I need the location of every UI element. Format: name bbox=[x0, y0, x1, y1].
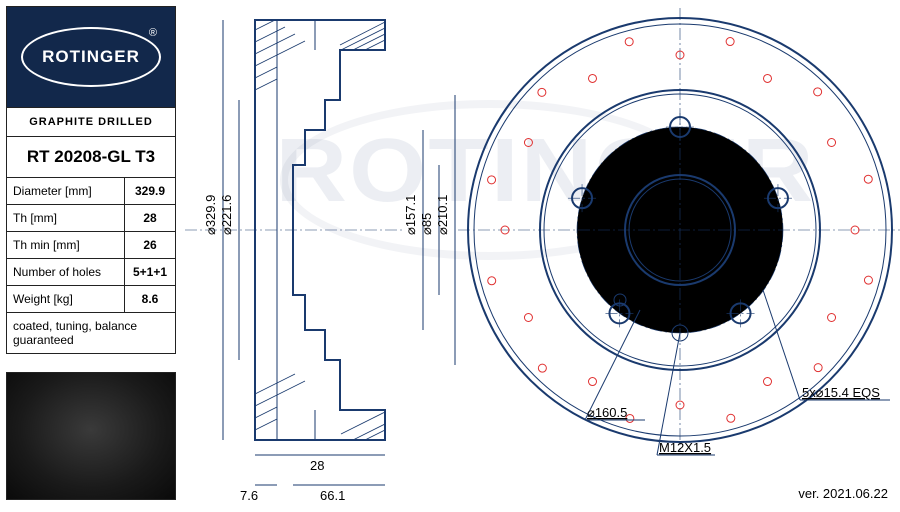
svg-text:⌀157.1: ⌀157.1 bbox=[403, 195, 418, 235]
version-label: ver. 2021.06.22 bbox=[798, 486, 888, 501]
technical-drawing: ⌀329.9 ⌀221.6 ⌀157.1 ⌀85 ⌀210.1 28 7.6 6… bbox=[185, 0, 900, 507]
svg-text:⌀85: ⌀85 bbox=[419, 213, 434, 235]
spec-value: 5+1+1 bbox=[125, 259, 175, 285]
spec-value: 26 bbox=[125, 232, 175, 258]
svg-text:5x⌀15.4 EQS: 5x⌀15.4 EQS bbox=[802, 385, 880, 400]
spec-label: Th [mm] bbox=[7, 205, 125, 231]
spec-row: Th [mm]28 bbox=[7, 204, 175, 231]
svg-text:7.6: 7.6 bbox=[240, 488, 258, 503]
registered-icon: ® bbox=[149, 27, 157, 39]
svg-text:M12X1.5: M12X1.5 bbox=[659, 440, 711, 455]
spec-value: 329.9 bbox=[125, 178, 175, 204]
spec-row: Weight [kg]8.6 bbox=[7, 285, 175, 312]
svg-text:⌀210.1: ⌀210.1 bbox=[435, 195, 450, 235]
product-note: coated, tuning, balance guaranteed bbox=[7, 312, 175, 353]
svg-text:⌀160.5: ⌀160.5 bbox=[587, 405, 627, 420]
product-photo bbox=[6, 372, 176, 500]
spec-label: Th min [mm] bbox=[7, 232, 125, 258]
spec-row: Th min [mm]26 bbox=[7, 231, 175, 258]
product-subtitle: GRAPHITE DRILLED bbox=[7, 107, 175, 136]
side-section-view: ⌀329.9 ⌀221.6 ⌀157.1 ⌀85 ⌀210.1 28 7.6 6… bbox=[185, 20, 455, 503]
spec-label: Number of holes bbox=[7, 259, 125, 285]
svg-text:28: 28 bbox=[310, 458, 324, 473]
svg-text:⌀329.9: ⌀329.9 bbox=[203, 195, 218, 235]
part-number: RT 20208-GL T3 bbox=[7, 136, 175, 177]
spec-row: Diameter [mm]329.9 bbox=[7, 177, 175, 204]
svg-text:66.1: 66.1 bbox=[320, 488, 345, 503]
svg-text:⌀221.6: ⌀221.6 bbox=[219, 195, 234, 235]
spec-label: Diameter [mm] bbox=[7, 178, 125, 204]
spec-value: 8.6 bbox=[125, 286, 175, 312]
spec-label: Weight [kg] bbox=[7, 286, 125, 312]
brand-text: ROTINGER bbox=[42, 47, 140, 67]
spec-panel: ROTINGER ® GRAPHITE DRILLED RT 20208-GL … bbox=[6, 6, 176, 354]
spec-value: 28 bbox=[125, 205, 175, 231]
brand-logo: ROTINGER ® bbox=[7, 7, 175, 107]
spec-row: Number of holes5+1+1 bbox=[7, 258, 175, 285]
